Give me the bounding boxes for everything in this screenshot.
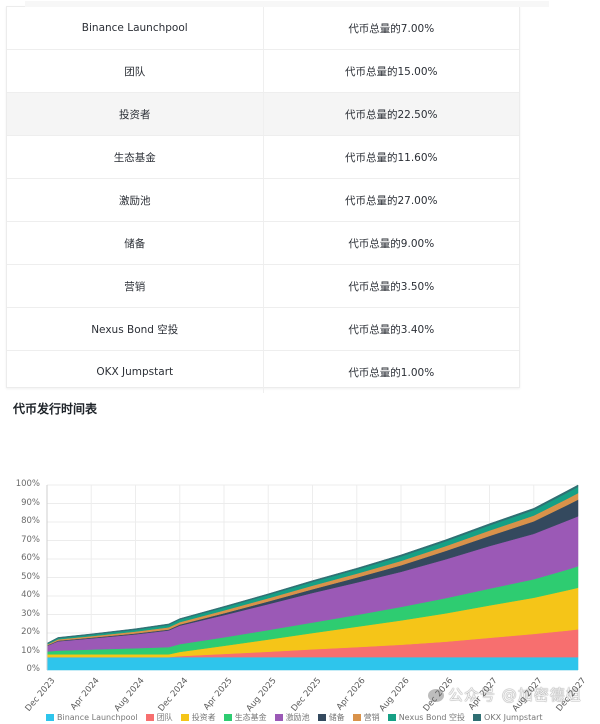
- legend-label: Binance Launchpool: [57, 713, 138, 722]
- legend-label: 生态基金: [234, 713, 267, 722]
- allocation-share: 代币总量的22.50%: [262, 92, 519, 136]
- allocation-table: Binance Launchpool 代币总量的7.00% 团队 代币总量的15.00…: [6, 1, 549, 393]
- legend-swatch-icon: [145, 714, 154, 721]
- legend-swatch-icon: [352, 714, 361, 721]
- allocation-share: 代币总量的15.00%: [262, 49, 519, 93]
- legend-label: OKX Jumpstart: [484, 713, 543, 722]
- legend-item[interactable]: OKX Jumpstart: [473, 713, 543, 722]
- watermark: 公众号 @加密德姐: [428, 684, 582, 705]
- allocation-name: OKX Jumpstart: [96, 366, 174, 378]
- legend-label: Nexus Bond 空投: [398, 713, 466, 722]
- section-title: 代币发行时间表: [13, 402, 98, 416]
- legend-label: 营销: [363, 713, 380, 722]
- wechat-icon: [428, 689, 444, 702]
- legend-label: 激励池: [285, 713, 310, 722]
- allocation-name: 生态基金: [7, 135, 263, 179]
- legend-swatch-icon: [46, 714, 54, 721]
- y-tick-label: 80%: [21, 516, 40, 526]
- legend-item[interactable]: 团队: [145, 712, 173, 723]
- allocation-table-grid: Binance Launchpool 代币总量的7.00% 团队 代币总量的15.00…: [7, 7, 519, 393]
- legend-swatch-icon: [223, 714, 232, 721]
- legend-item[interactable]: 生态基金: [223, 712, 267, 723]
- allocation-share: 代币总量的1.00%: [262, 350, 519, 393]
- legend-swatch-icon: [473, 714, 482, 721]
- table-row: 投资者 代币总量的22.50%: [7, 92, 519, 136]
- legend-item[interactable]: 营销: [352, 712, 380, 723]
- chart-legend: Binance Launchpool 团队 投资者 生态基金 激励池 储备 营销 Nexus …: [46, 712, 551, 723]
- table-row: 生态基金 代币总量的11.60%: [7, 135, 519, 179]
- allocation-name: Nexus Bond 空投: [7, 307, 263, 351]
- y-tick-label: 70%: [21, 534, 40, 545]
- allocation-name: 团队: [7, 49, 263, 93]
- legend-label: 储备: [328, 713, 345, 722]
- legend-item[interactable]: 激励池: [274, 712, 310, 723]
- area-series-0: [46, 656, 579, 671]
- legend-swatch-icon: [317, 714, 326, 721]
- allocation-name: 储备: [7, 221, 263, 265]
- y-tick-label: 50%: [21, 571, 40, 582]
- y-tick-label: 20%: [21, 627, 40, 637]
- y-tick-label: 100%: [15, 479, 40, 489]
- y-tick-label: 0%: [26, 664, 41, 674]
- allocation-share: 代币总量的11.60%: [262, 135, 519, 179]
- legend-swatch-icon: [274, 714, 283, 721]
- allocation-name: Binance Launchpool: [7, 7, 263, 50]
- allocation-share: 代币总量的3.50%: [262, 264, 519, 308]
- table-row: 营销 代币总量的3.50%: [7, 264, 519, 308]
- legend-item[interactable]: 投资者: [180, 712, 216, 723]
- table-row: OKX Jumpstart 代币总量的1.00%: [7, 350, 519, 393]
- table-row: Nexus Bond 空投 代币总量的3.40%: [7, 307, 519, 351]
- legend-swatch-icon: [180, 714, 189, 721]
- legend-item[interactable]: Binance Launchpool: [46, 713, 138, 722]
- top-edge-strip: [25, 1, 549, 7]
- legend-swatch-icon: [387, 714, 396, 721]
- legend-label: 投资者: [191, 713, 216, 722]
- table-row: 储备 代币总量的9.00%: [7, 221, 519, 265]
- token-release-chart: [0, 470, 600, 720]
- y-tick-label: 90%: [21, 497, 40, 508]
- stacked-area-chart: [46, 484, 579, 671]
- legend-item[interactable]: 储备: [317, 712, 345, 723]
- y-tick-label: 30%: [21, 608, 40, 619]
- allocation-name: 投资者: [7, 92, 263, 136]
- legend-label: 团队: [156, 713, 173, 722]
- allocation-name: 激励池: [7, 178, 263, 222]
- allocation-share: 代币总量的9.00%: [262, 221, 519, 265]
- allocation-share: 代币总量的27.00%: [262, 178, 519, 222]
- allocation-share: 代币总量的3.40%: [262, 307, 519, 351]
- y-tick-label: 10%: [21, 645, 40, 656]
- y-tick-label: 40%: [21, 590, 40, 600]
- allocation-name: 营销: [7, 264, 263, 308]
- table-row: 团队 代币总量的15.00%: [7, 49, 519, 93]
- table-row: 激励池 代币总量的27.00%: [7, 178, 519, 222]
- y-tick-label: 60%: [21, 553, 40, 563]
- legend-item[interactable]: Nexus Bond 空投: [387, 712, 466, 723]
- watermark-text: 公众号 @加密德姐: [448, 686, 582, 704]
- table-row: Binance Launchpool 代币总量的7.00%: [7, 7, 519, 50]
- area-series-8: [46, 484, 579, 645]
- allocation-share: 代币总量的7.00%: [262, 7, 519, 50]
